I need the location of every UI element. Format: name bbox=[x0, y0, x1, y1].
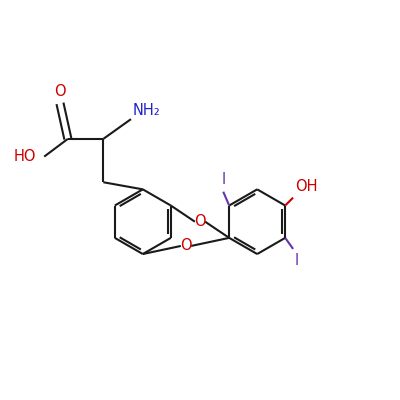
Text: O: O bbox=[54, 84, 66, 99]
Text: OH: OH bbox=[295, 179, 318, 194]
Text: O: O bbox=[194, 214, 206, 229]
Text: NH₂: NH₂ bbox=[133, 102, 161, 118]
Text: O: O bbox=[180, 238, 192, 254]
Text: HO: HO bbox=[14, 149, 36, 164]
Text: I: I bbox=[221, 172, 225, 186]
Text: I: I bbox=[295, 253, 299, 268]
